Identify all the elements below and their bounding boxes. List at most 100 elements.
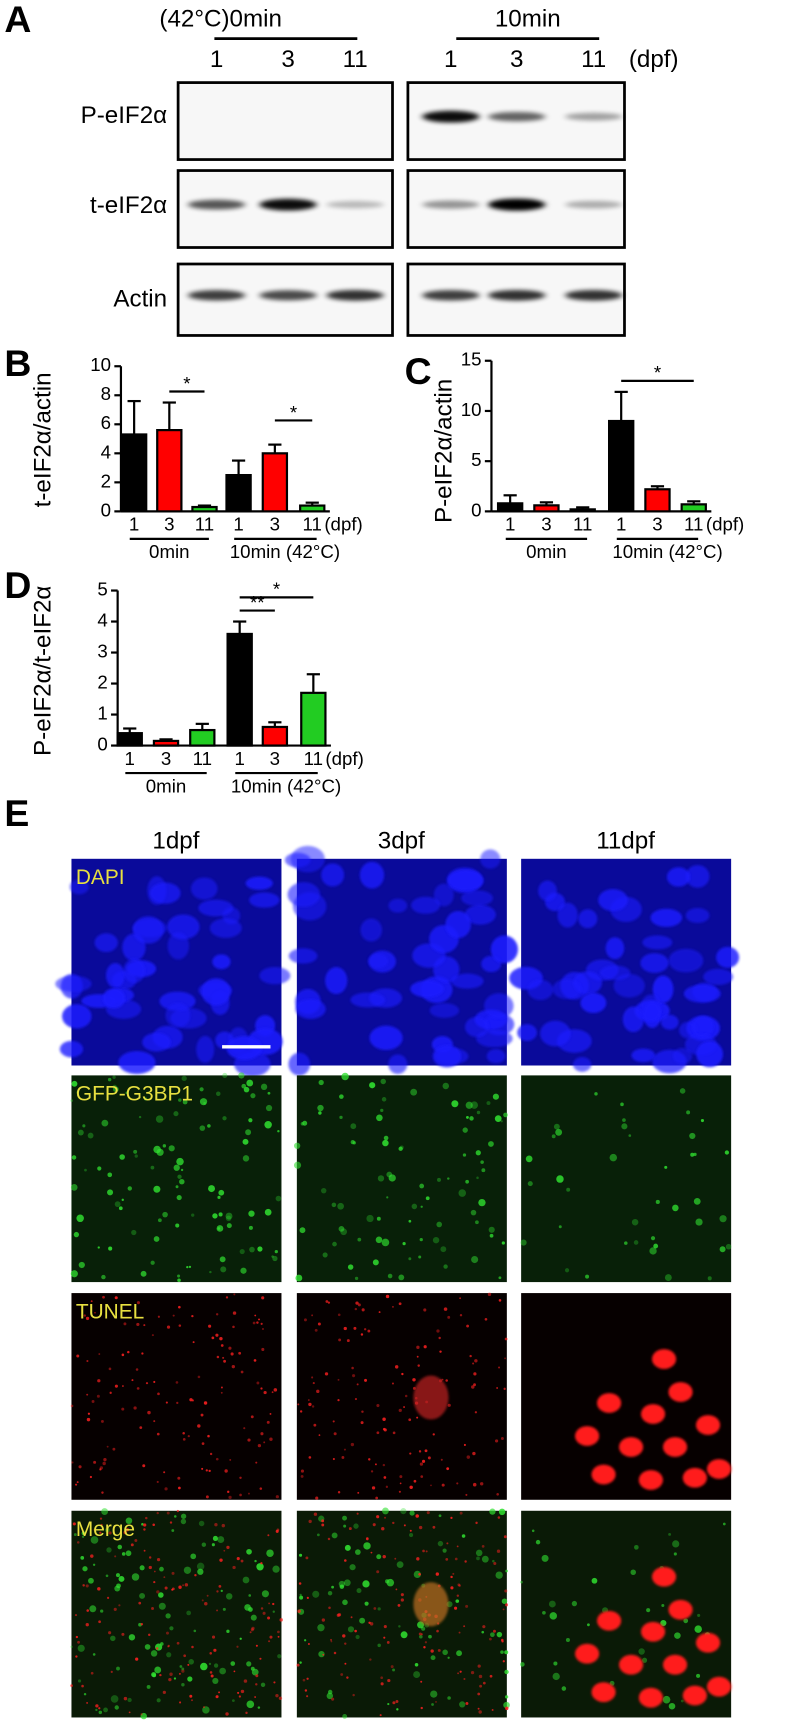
- tunel-dot: [75, 1655, 78, 1658]
- tunel-dot: [474, 1411, 478, 1414]
- nucleus: [288, 948, 318, 964]
- tunel-dot: [348, 1527, 352, 1531]
- tunel-dot: [225, 1712, 229, 1716]
- x-tick-label: 11: [303, 514, 322, 535]
- tunel-dot: [367, 1329, 371, 1333]
- tunel-dot: [182, 1431, 185, 1435]
- tunel-dot: [354, 1629, 357, 1633]
- granule: [504, 1669, 509, 1675]
- nucleus: [484, 993, 514, 1019]
- granule: [377, 1643, 381, 1648]
- granule: [459, 1701, 466, 1708]
- granule: [535, 1539, 541, 1545]
- tunel-dot: [370, 1551, 373, 1554]
- granule: [241, 1083, 247, 1089]
- nucleus: [360, 918, 383, 942]
- granule: [725, 1243, 732, 1250]
- column-label: 3dpf: [378, 828, 425, 855]
- granule: [92, 1653, 96, 1656]
- tunel-dot: [232, 1565, 236, 1570]
- tunel-dot: [103, 1457, 107, 1462]
- tunel-dot: [131, 1379, 134, 1382]
- tunel-dot: [271, 1391, 274, 1394]
- nucleus: [447, 869, 484, 891]
- blot-band: [326, 289, 384, 301]
- apoptotic-nucleus: [662, 1654, 688, 1675]
- tunel-dot: [426, 1511, 430, 1515]
- granule: [442, 1082, 450, 1090]
- tunel-dot: [435, 1572, 439, 1576]
- granule: [440, 1246, 447, 1253]
- granule: [437, 1177, 441, 1182]
- tunel-dot: [386, 1641, 390, 1644]
- granule: [380, 1108, 384, 1113]
- granule: [101, 1119, 109, 1127]
- granule: [200, 1662, 208, 1671]
- tunel-dot: [487, 1292, 492, 1297]
- granule: [242, 1138, 249, 1145]
- tunel-dot: [176, 1509, 180, 1513]
- granule: [414, 1663, 419, 1667]
- apoptotic-nucleus: [651, 1566, 677, 1587]
- tunel-dot: [211, 1336, 215, 1340]
- tunel-dot: [300, 1474, 304, 1478]
- tunel-dot: [353, 1326, 357, 1330]
- tunel-dot: [420, 1680, 423, 1683]
- granule: [115, 1573, 120, 1578]
- granule: [177, 1278, 181, 1283]
- granule: [696, 1673, 701, 1678]
- granule: [363, 1542, 371, 1550]
- granule: [188, 1659, 194, 1665]
- tunel-dot: [505, 1706, 509, 1711]
- tunel-dot: [400, 1593, 404, 1597]
- granule: [469, 1116, 474, 1121]
- unit-label: (dpf): [324, 514, 362, 535]
- tunel-dot: [100, 1419, 104, 1423]
- tunel-dot: [338, 1338, 342, 1342]
- tunel-dot: [70, 1684, 73, 1687]
- apoptotic-nucleus: [682, 1685, 707, 1706]
- tunel-dot: [232, 1311, 237, 1315]
- granule: [317, 1624, 325, 1632]
- tunel-dot: [441, 1483, 445, 1487]
- granule: [442, 1548, 447, 1553]
- tunel-dot: [215, 1333, 219, 1337]
- granule: [80, 1555, 85, 1560]
- tunel-dot: [269, 1413, 272, 1415]
- tunel-dot: [153, 1420, 156, 1423]
- tunel-dot: [189, 1398, 193, 1402]
- granule: [112, 1084, 117, 1090]
- granule: [173, 1111, 179, 1117]
- tunel-dot: [361, 1308, 365, 1312]
- granule: [436, 1221, 443, 1228]
- nucleus: [631, 1048, 656, 1063]
- tunel-dot: [151, 1607, 154, 1610]
- granule: [225, 1215, 232, 1222]
- tunel-dot: [343, 1448, 346, 1451]
- nucleus: [369, 1025, 403, 1051]
- granule: [70, 1099, 74, 1102]
- tunel-dot: [229, 1458, 232, 1461]
- tunel-dot: [168, 1677, 172, 1682]
- granule: [299, 1227, 306, 1234]
- granule: [409, 1533, 414, 1538]
- x-tick-label: 3: [164, 514, 174, 535]
- granule: [553, 1661, 558, 1666]
- tunel-dot: [72, 1522, 76, 1526]
- nucleus: [410, 980, 444, 998]
- tunel-dot: [231, 1365, 235, 1369]
- granule: [322, 1252, 328, 1258]
- tunel-dot: [371, 1486, 376, 1490]
- nucleus: [703, 968, 734, 985]
- bar: [607, 419, 635, 513]
- granule: [380, 1078, 386, 1085]
- apoptotic-nucleus: [706, 1676, 732, 1697]
- tunel-dot: [254, 1314, 257, 1317]
- granule: [430, 1655, 436, 1661]
- nucleus: [666, 867, 691, 887]
- tunel-dot: [308, 1519, 312, 1524]
- tunel-dot: [465, 1604, 469, 1608]
- granule: [571, 1600, 578, 1607]
- tunel-dot: [171, 1587, 175, 1591]
- apoptotic-nucleus: [640, 1404, 666, 1424]
